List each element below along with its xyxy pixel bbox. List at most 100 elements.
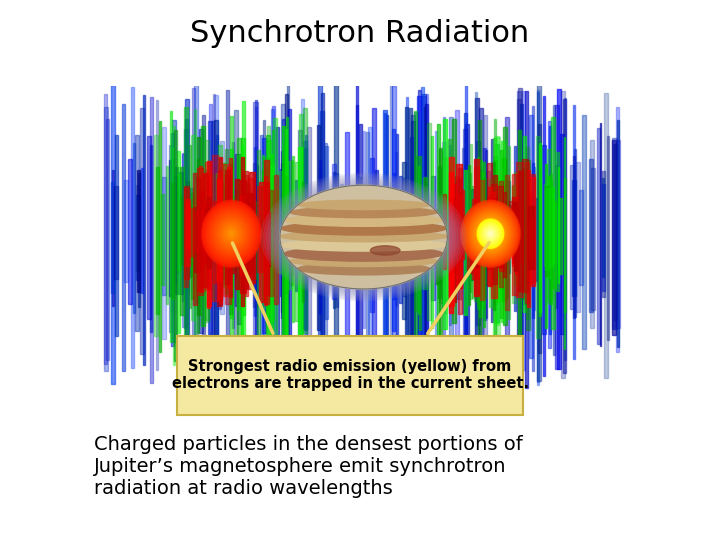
Bar (122, 104, 125, 371)
Bar (304, 148, 307, 329)
Bar (150, 145, 152, 332)
Bar (473, 211, 479, 267)
Bar (508, 181, 510, 273)
Bar (462, 148, 464, 313)
Bar (225, 148, 228, 294)
Bar (243, 171, 248, 288)
Bar (541, 145, 546, 334)
Bar (253, 163, 257, 307)
Bar (457, 201, 462, 273)
Ellipse shape (215, 215, 248, 253)
Bar (177, 174, 181, 270)
Bar (333, 172, 336, 308)
Bar (282, 119, 285, 345)
Bar (554, 105, 559, 369)
Bar (481, 172, 484, 308)
Bar (171, 120, 176, 342)
Ellipse shape (298, 200, 429, 210)
Bar (498, 144, 499, 322)
Bar (125, 180, 128, 282)
Bar (259, 182, 266, 302)
Bar (495, 144, 499, 323)
Ellipse shape (222, 224, 240, 244)
Bar (460, 191, 464, 259)
Bar (418, 185, 420, 265)
Ellipse shape (280, 185, 447, 289)
Bar (552, 105, 555, 355)
Bar (229, 164, 232, 314)
Ellipse shape (218, 219, 245, 248)
Bar (494, 119, 495, 355)
Bar (451, 184, 456, 302)
Bar (191, 205, 195, 277)
Bar (523, 167, 525, 299)
Ellipse shape (485, 228, 495, 239)
Bar (449, 117, 453, 347)
Bar (435, 131, 437, 342)
Bar (207, 174, 210, 308)
Bar (235, 190, 238, 279)
Ellipse shape (484, 226, 497, 241)
Bar (249, 172, 256, 284)
Bar (465, 82, 467, 377)
Bar (526, 160, 530, 330)
Bar (175, 184, 176, 293)
Bar (267, 158, 269, 308)
Bar (169, 145, 172, 333)
Bar (614, 144, 617, 320)
Bar (410, 166, 413, 296)
Bar (456, 195, 462, 288)
Bar (289, 161, 292, 289)
Ellipse shape (290, 207, 437, 218)
Bar (223, 164, 230, 296)
Bar (189, 188, 194, 277)
Bar (226, 90, 230, 378)
Bar (410, 137, 414, 336)
Bar (480, 159, 482, 318)
Bar (222, 186, 224, 279)
Bar (449, 162, 452, 303)
Bar (576, 161, 580, 312)
Bar (180, 167, 184, 315)
Bar (186, 202, 189, 248)
Bar (222, 163, 225, 286)
Bar (184, 188, 188, 287)
Bar (171, 133, 174, 346)
Bar (181, 196, 184, 265)
Bar (536, 136, 540, 338)
Bar (319, 167, 321, 312)
Bar (212, 155, 218, 301)
Bar (543, 96, 545, 376)
Ellipse shape (485, 227, 496, 240)
Bar (437, 124, 440, 365)
Bar (455, 111, 459, 360)
Ellipse shape (480, 221, 501, 246)
Bar (226, 179, 229, 262)
Bar (182, 152, 185, 327)
Bar (284, 177, 287, 293)
Bar (597, 128, 600, 344)
Bar (484, 178, 486, 299)
Bar (451, 204, 454, 268)
Bar (299, 114, 303, 341)
Bar (257, 150, 260, 334)
Bar (449, 191, 451, 295)
Ellipse shape (222, 223, 241, 245)
Bar (208, 121, 212, 334)
Bar (467, 165, 469, 305)
Bar (525, 91, 528, 388)
Bar (271, 106, 275, 360)
Bar (518, 88, 522, 369)
Bar (138, 173, 140, 307)
Bar (225, 206, 232, 255)
Bar (537, 92, 539, 385)
Bar (290, 201, 293, 275)
Bar (436, 210, 439, 285)
Bar (184, 129, 188, 328)
Bar (162, 177, 166, 295)
Bar (470, 144, 472, 299)
Bar (477, 157, 479, 308)
Bar (264, 160, 269, 295)
Bar (217, 170, 221, 305)
Bar (497, 204, 503, 266)
